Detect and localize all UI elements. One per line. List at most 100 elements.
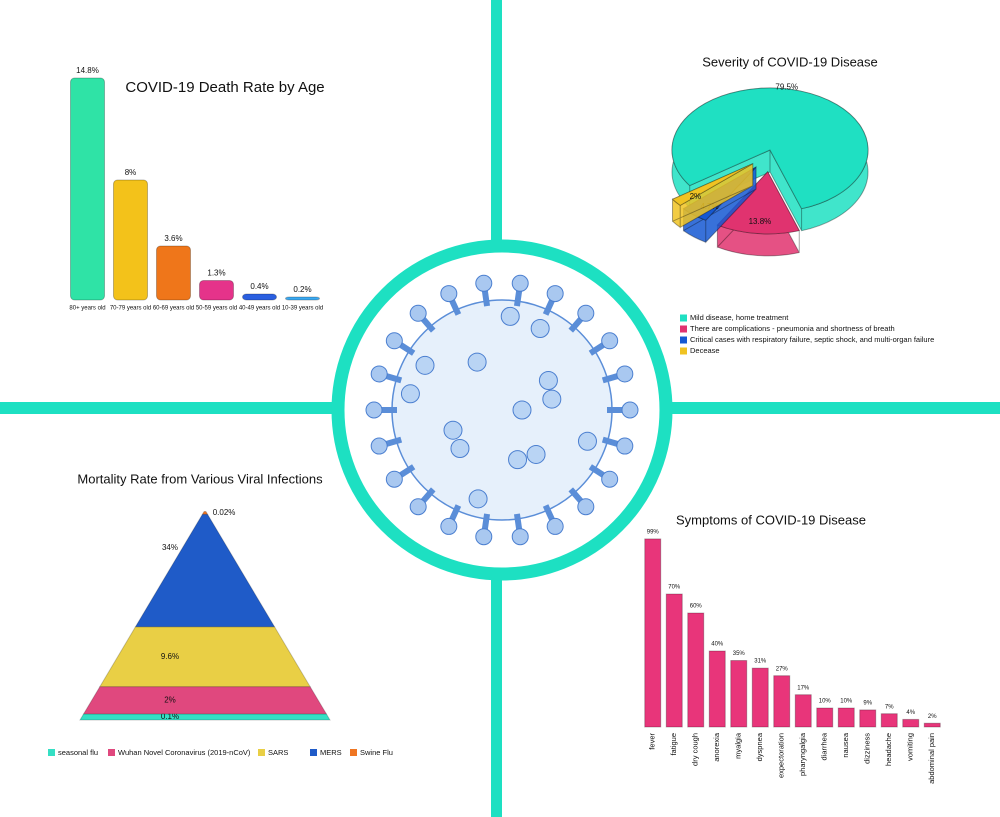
virus-knob (542, 389, 562, 409)
virus-illustration (365, 274, 639, 546)
category-label: 60-69 years old (153, 306, 194, 312)
virus-spike-head (546, 285, 564, 303)
category-label: 50-59 years old (196, 306, 237, 312)
virus-knob (500, 306, 520, 326)
bar (816, 707, 834, 728)
category-label: vomiting (906, 733, 915, 761)
virus-knob (512, 400, 532, 420)
legend-label: Decease (690, 346, 720, 355)
value-label: 0.1% (161, 712, 179, 721)
value-label: 10% (840, 699, 853, 705)
virus-spike-head (440, 517, 458, 535)
bar (687, 612, 705, 728)
virus-spike-head (475, 274, 493, 292)
category-label: abdominal pain (927, 733, 936, 784)
value-label: 60% (690, 604, 703, 610)
virus-knob (467, 352, 487, 372)
bar (902, 718, 920, 728)
virus-knob (400, 384, 420, 404)
legend-label: Swine Flu (360, 748, 393, 757)
virus-spike-head (511, 528, 529, 546)
bar (880, 713, 898, 728)
pyramid-layer (134, 513, 276, 628)
virus-spike-head (577, 498, 595, 516)
bar (242, 293, 277, 301)
legend-swatch (350, 749, 357, 756)
legend-swatch (680, 325, 687, 333)
legend-label: Critical cases with respiratory failure,… (690, 335, 934, 344)
chart-title: Symptoms of COVID-19 Disease (676, 512, 866, 527)
value-label: 0.02% (213, 508, 236, 517)
virus-spike-head (370, 437, 388, 455)
category-label: pharyngalgia (798, 732, 807, 776)
value-label: 10% (819, 699, 832, 705)
value-label: 2% (164, 695, 176, 704)
virus-spike-head (601, 332, 619, 350)
value-label: 40% (711, 642, 724, 648)
value-label: 17% (797, 685, 810, 691)
value-label: 99% (647, 529, 660, 535)
value-label: 9.6% (161, 652, 179, 661)
category-label: headache (884, 733, 893, 766)
value-label: 27% (776, 666, 789, 672)
category-label: anorexia (712, 732, 721, 762)
legend-label: seasonal flu (58, 748, 98, 757)
virus-knob (468, 489, 488, 509)
legend-label: MERS (320, 748, 342, 757)
category-label: fever (648, 733, 657, 750)
chart-title: Mortality Rate from Various Viral Infect… (77, 471, 323, 486)
category-label: dyspnea (755, 732, 764, 761)
virus-knob (538, 370, 558, 390)
value-label: 8% (125, 168, 137, 177)
legend-swatch (680, 314, 687, 322)
value-label: 0.4% (250, 282, 268, 291)
pyramid-layer (201, 511, 209, 515)
bar (644, 538, 662, 728)
category-label: 40-49 years old (239, 306, 280, 312)
value-label: 70% (668, 585, 681, 591)
legend-swatch (680, 347, 687, 355)
bar (70, 77, 105, 301)
category-label: diarrhea (820, 732, 829, 760)
category-label: 80+ years old (69, 306, 105, 312)
value-label: 3.6% (164, 234, 182, 243)
chart-title: COVID-19 Death Rate by Age (125, 79, 324, 96)
legend-label: SARS (268, 748, 288, 757)
category-label: fatigue (669, 733, 678, 756)
bar (665, 593, 683, 728)
bar (113, 179, 148, 301)
category-label: expectoration (777, 733, 786, 778)
virus-body (391, 299, 613, 521)
category-label: dizziness (863, 733, 872, 764)
virus-spike-head (370, 365, 388, 383)
virus-spike-head (616, 365, 634, 383)
bar (773, 675, 791, 728)
legend-swatch (680, 336, 687, 344)
bar (837, 707, 855, 728)
value-label: 2% (928, 714, 937, 720)
pyramid-layer (99, 626, 312, 688)
pyramid-layer (79, 713, 331, 721)
legend-swatch (48, 749, 55, 756)
virus-spike-head (365, 401, 383, 419)
virus-knob (415, 355, 435, 375)
bar (751, 667, 769, 728)
bar (708, 650, 726, 728)
legend-swatch (108, 749, 115, 756)
legend-label: Wuhan Novel Coronavirus (2019-nCoV) (118, 748, 251, 757)
value-label: 13.8% (749, 217, 772, 226)
value-label: 14.8% (76, 66, 99, 75)
category-label: 10-39 years old (282, 306, 323, 312)
virus-knob (530, 318, 550, 338)
virus-knob (450, 439, 470, 459)
virus-spike-head (475, 528, 493, 546)
value-label: 7% (885, 704, 894, 710)
bar (923, 722, 941, 728)
virus-spike-head (385, 332, 403, 350)
virus-spike-head (601, 470, 619, 488)
value-label: 2% (690, 192, 702, 201)
pie-slice-side (672, 162, 754, 229)
virus-spike-head (511, 274, 529, 292)
category-label: dry cough (691, 733, 700, 766)
